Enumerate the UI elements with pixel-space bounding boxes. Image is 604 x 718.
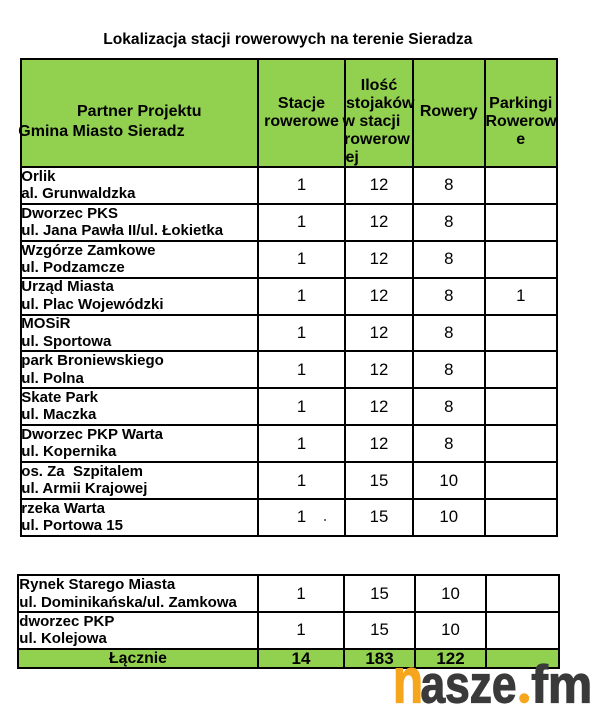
svg-text:fm: fm — [531, 655, 592, 714]
svg-text:n: n — [393, 646, 424, 717]
svg-text:asze: asze — [421, 655, 517, 714]
